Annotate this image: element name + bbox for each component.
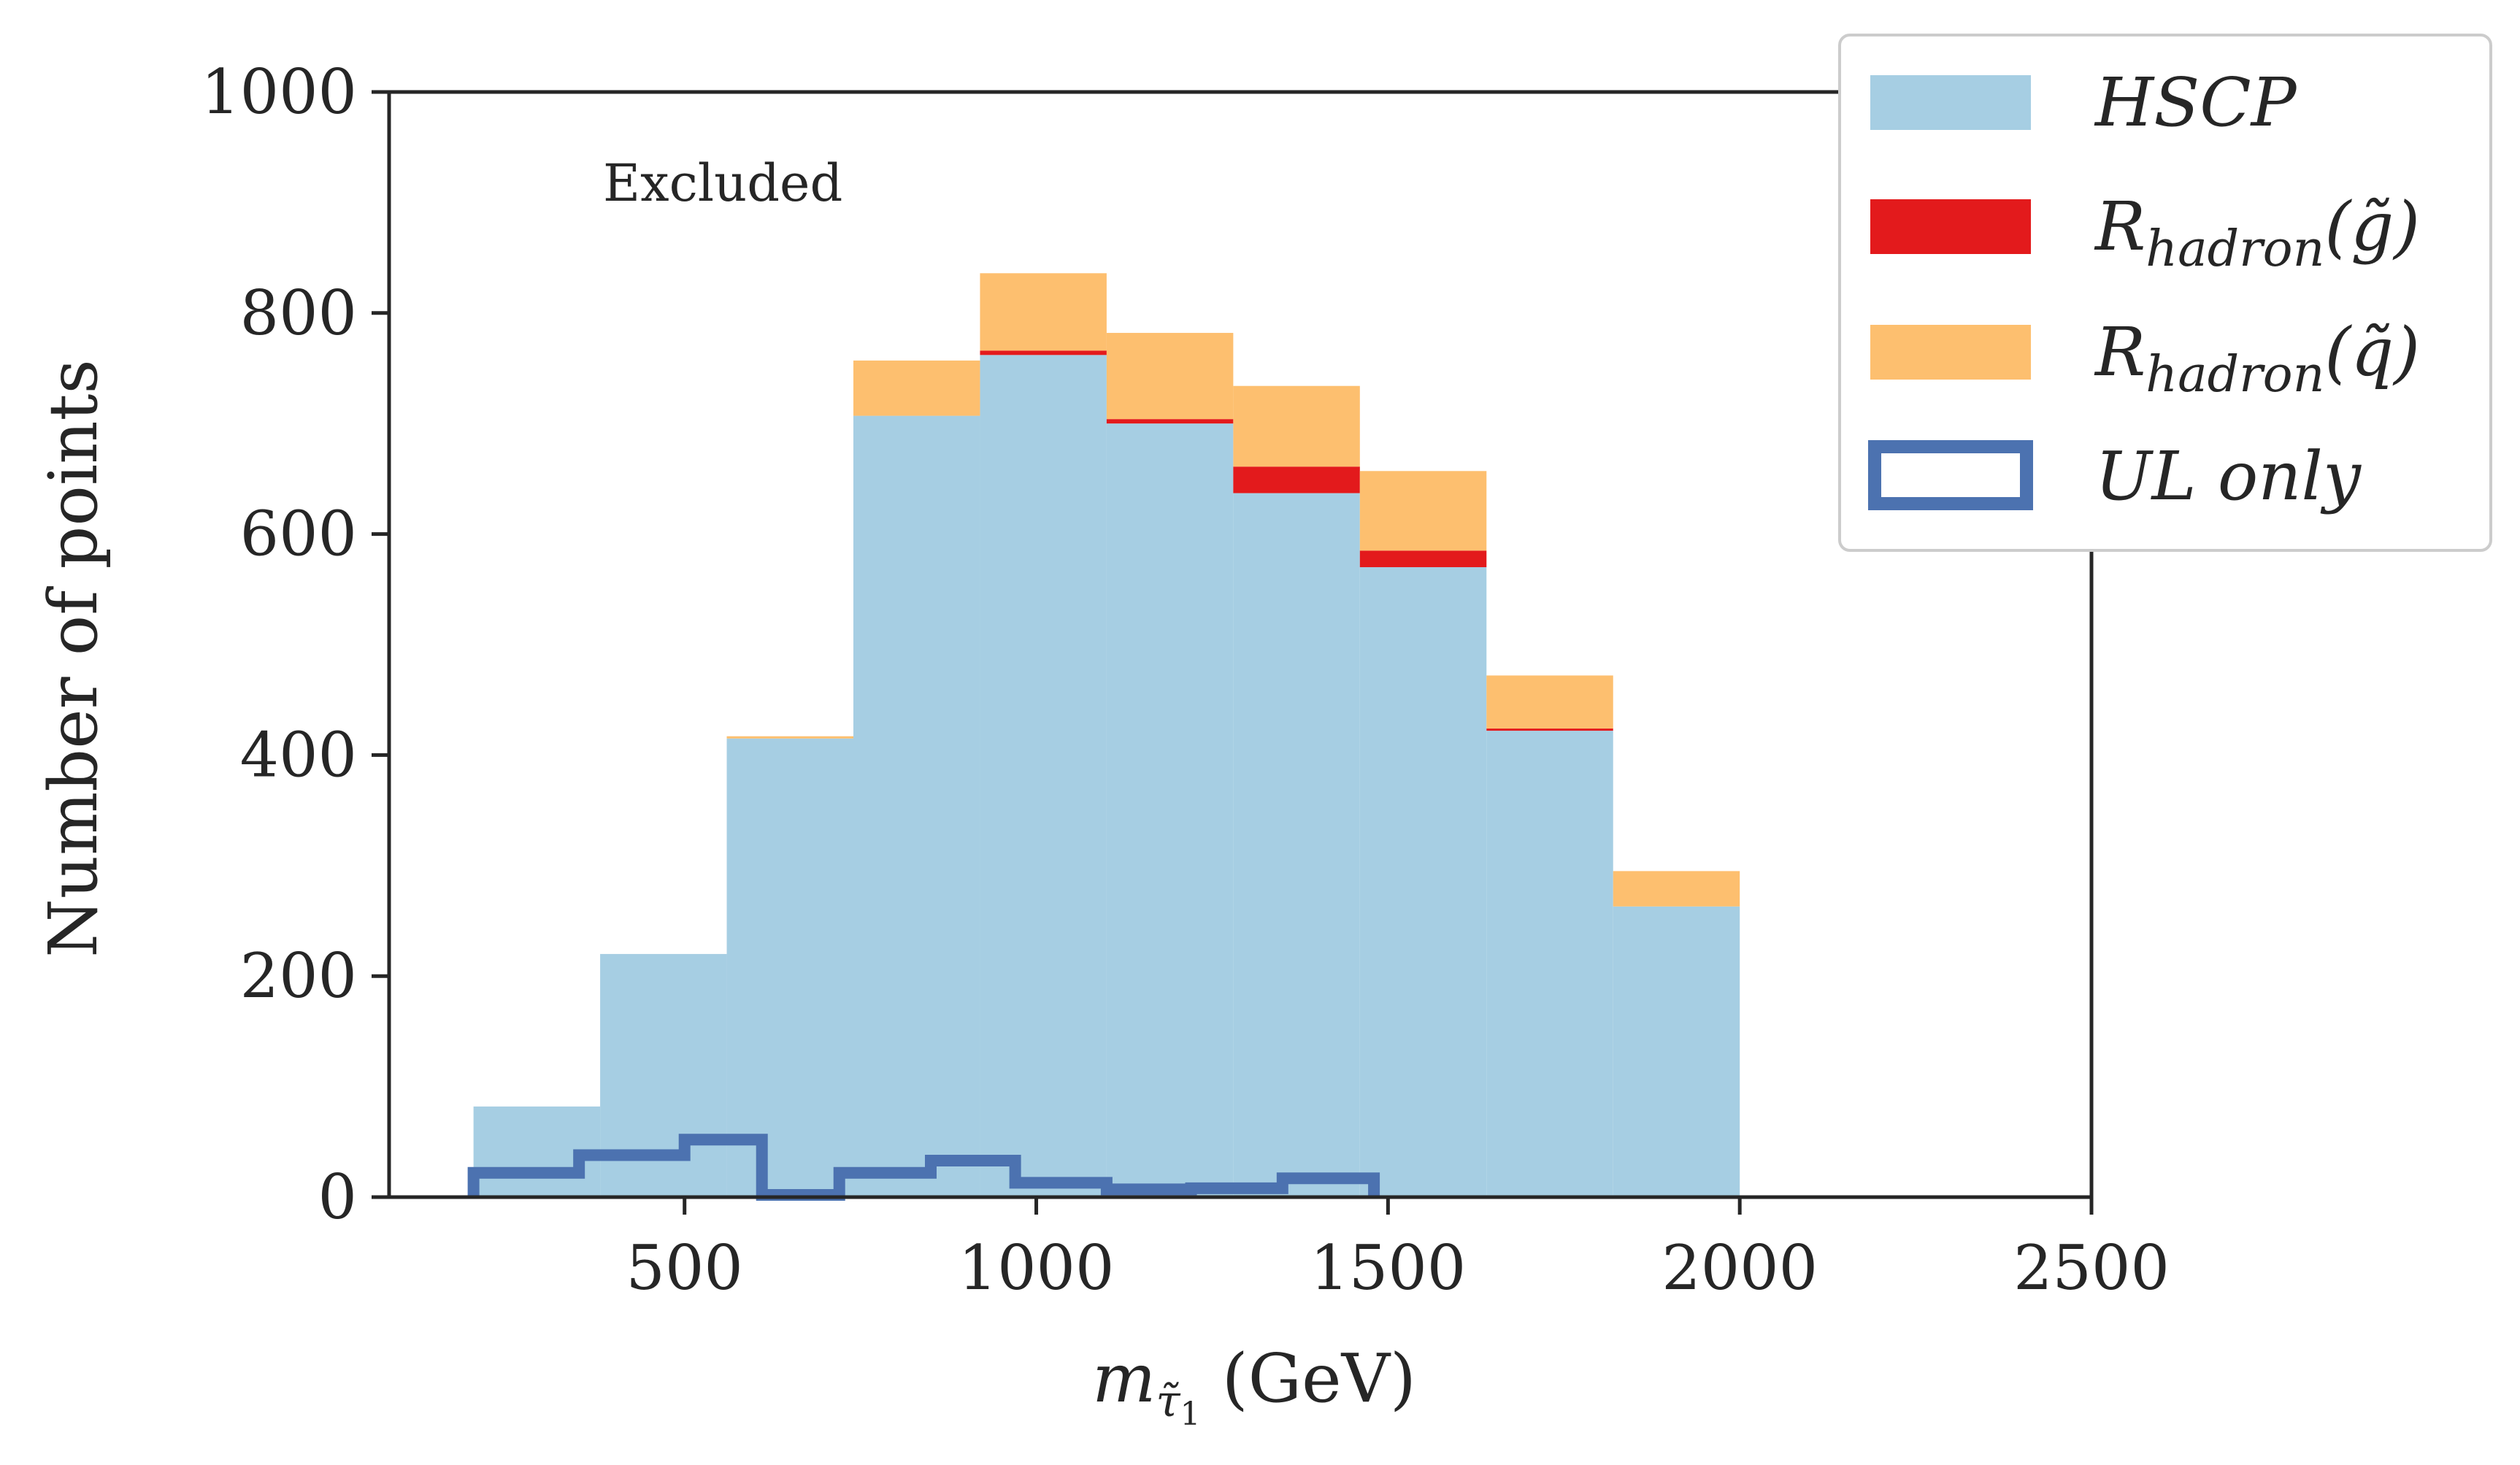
bar-hscp-3: [853, 415, 980, 1197]
y-tick-label-5: 1000: [201, 56, 357, 128]
legend-label-rhadron-squark: Rhadron(q̃): [2094, 313, 2420, 404]
bar-hscp-8: [1486, 731, 1613, 1197]
legend-label-rhadron-squark-r: R: [2094, 313, 2146, 391]
axes: [387, 90, 2094, 1199]
bar-r-hadron-g-7: [1359, 550, 1487, 568]
legend-label-rhadron-gluino-r: R: [2094, 188, 2146, 266]
bar-r-hadron-g-6: [1233, 466, 1360, 493]
x-tick-label-4: 2500: [2013, 1232, 2170, 1304]
y-axis-title: Number of points: [34, 359, 112, 957]
y-ticks: 0 200 400 600 800 1000: [201, 56, 389, 1233]
bar-hscp-9: [1613, 906, 1740, 1197]
bar-r-hadron-q-2: [726, 736, 853, 739]
legend-swatch-hscp: [1870, 75, 2031, 130]
bar-hscp-4: [980, 355, 1107, 1197]
legend-label-hscp: HSCP: [2094, 64, 2298, 142]
legend-swatch-ul-only: [1868, 440, 2033, 510]
y-tick-label-1: 200: [240, 940, 357, 1012]
x-axis-title-m: m: [1092, 1339, 1156, 1418]
legend-label-rhadron-gluino: Rhadron(g̃): [2094, 188, 2420, 278]
bar-hscp-7: [1359, 567, 1487, 1197]
legend-label-rhadron-gluino-tail: (g̃): [2324, 188, 2420, 266]
legend-swatch-rhadron-gluino: [1870, 199, 2031, 254]
bars-layer: [473, 273, 1740, 1198]
bar-r-hadron-q-3: [853, 360, 980, 416]
bar-r-hadron-g-8: [1486, 728, 1613, 731]
y-tick-label-3: 600: [240, 499, 357, 570]
ul-only-step-line: [467, 1134, 1380, 1201]
ul-only-outline-layer: [467, 1134, 1380, 1201]
bar-r-hadron-q-4: [980, 273, 1107, 351]
y-tick-label-4: 800: [240, 277, 357, 349]
bar-r-hadron-q-8: [1486, 675, 1613, 729]
legend-frame: [1838, 34, 2492, 552]
legend: HSCP Rhadron(g̃) Rhadron(q̃) UL only: [1838, 34, 2492, 552]
x-axis-title-subsubscript: 1: [1180, 1396, 1201, 1433]
x-axis-title-units: (GeV): [1201, 1339, 1416, 1418]
bar-hscp-6: [1233, 493, 1360, 1197]
y-tick-label-2: 400: [240, 719, 357, 791]
bar-r-hadron-q-9: [1613, 871, 1740, 907]
legend-swatch-rhadron-squark: [1870, 325, 2031, 380]
legend-label-ul-only: UL only: [2095, 437, 2362, 515]
legend-label-rhadron-squark-sub: hadron: [2146, 346, 2324, 404]
x-tick-label-1: 1000: [959, 1232, 1115, 1304]
bar-r-hadron-q-6: [1233, 385, 1360, 467]
x-axis-title-subscript: τ̃: [1156, 1376, 1180, 1427]
excluded-annotation: Excluded: [603, 153, 842, 213]
bar-hscp-2: [726, 738, 853, 1197]
legend-label-rhadron-squark-tail: (q̃): [2324, 313, 2420, 391]
bar-r-hadron-q-5: [1106, 333, 1234, 420]
bar-r-hadron-g-4: [980, 350, 1107, 355]
x-tick-label-2: 1500: [1310, 1232, 1466, 1304]
x-axis-title: mτ̃1 (GeV): [1092, 1339, 1416, 1433]
x-ticks: 500 1000 1500 2000 2500: [626, 1197, 2170, 1304]
bar-hscp-5: [1106, 423, 1234, 1198]
x-tick-label-3: 2000: [1662, 1232, 1818, 1304]
plot-frame: [387, 90, 2094, 1199]
bar-r-hadron-g-5: [1106, 419, 1234, 424]
y-tick-label-0: 0: [318, 1161, 357, 1233]
x-tick-label-0: 500: [626, 1232, 743, 1304]
bar-r-hadron-q-7: [1359, 471, 1487, 551]
legend-label-rhadron-gluino-sub: hadron: [2146, 220, 2324, 278]
